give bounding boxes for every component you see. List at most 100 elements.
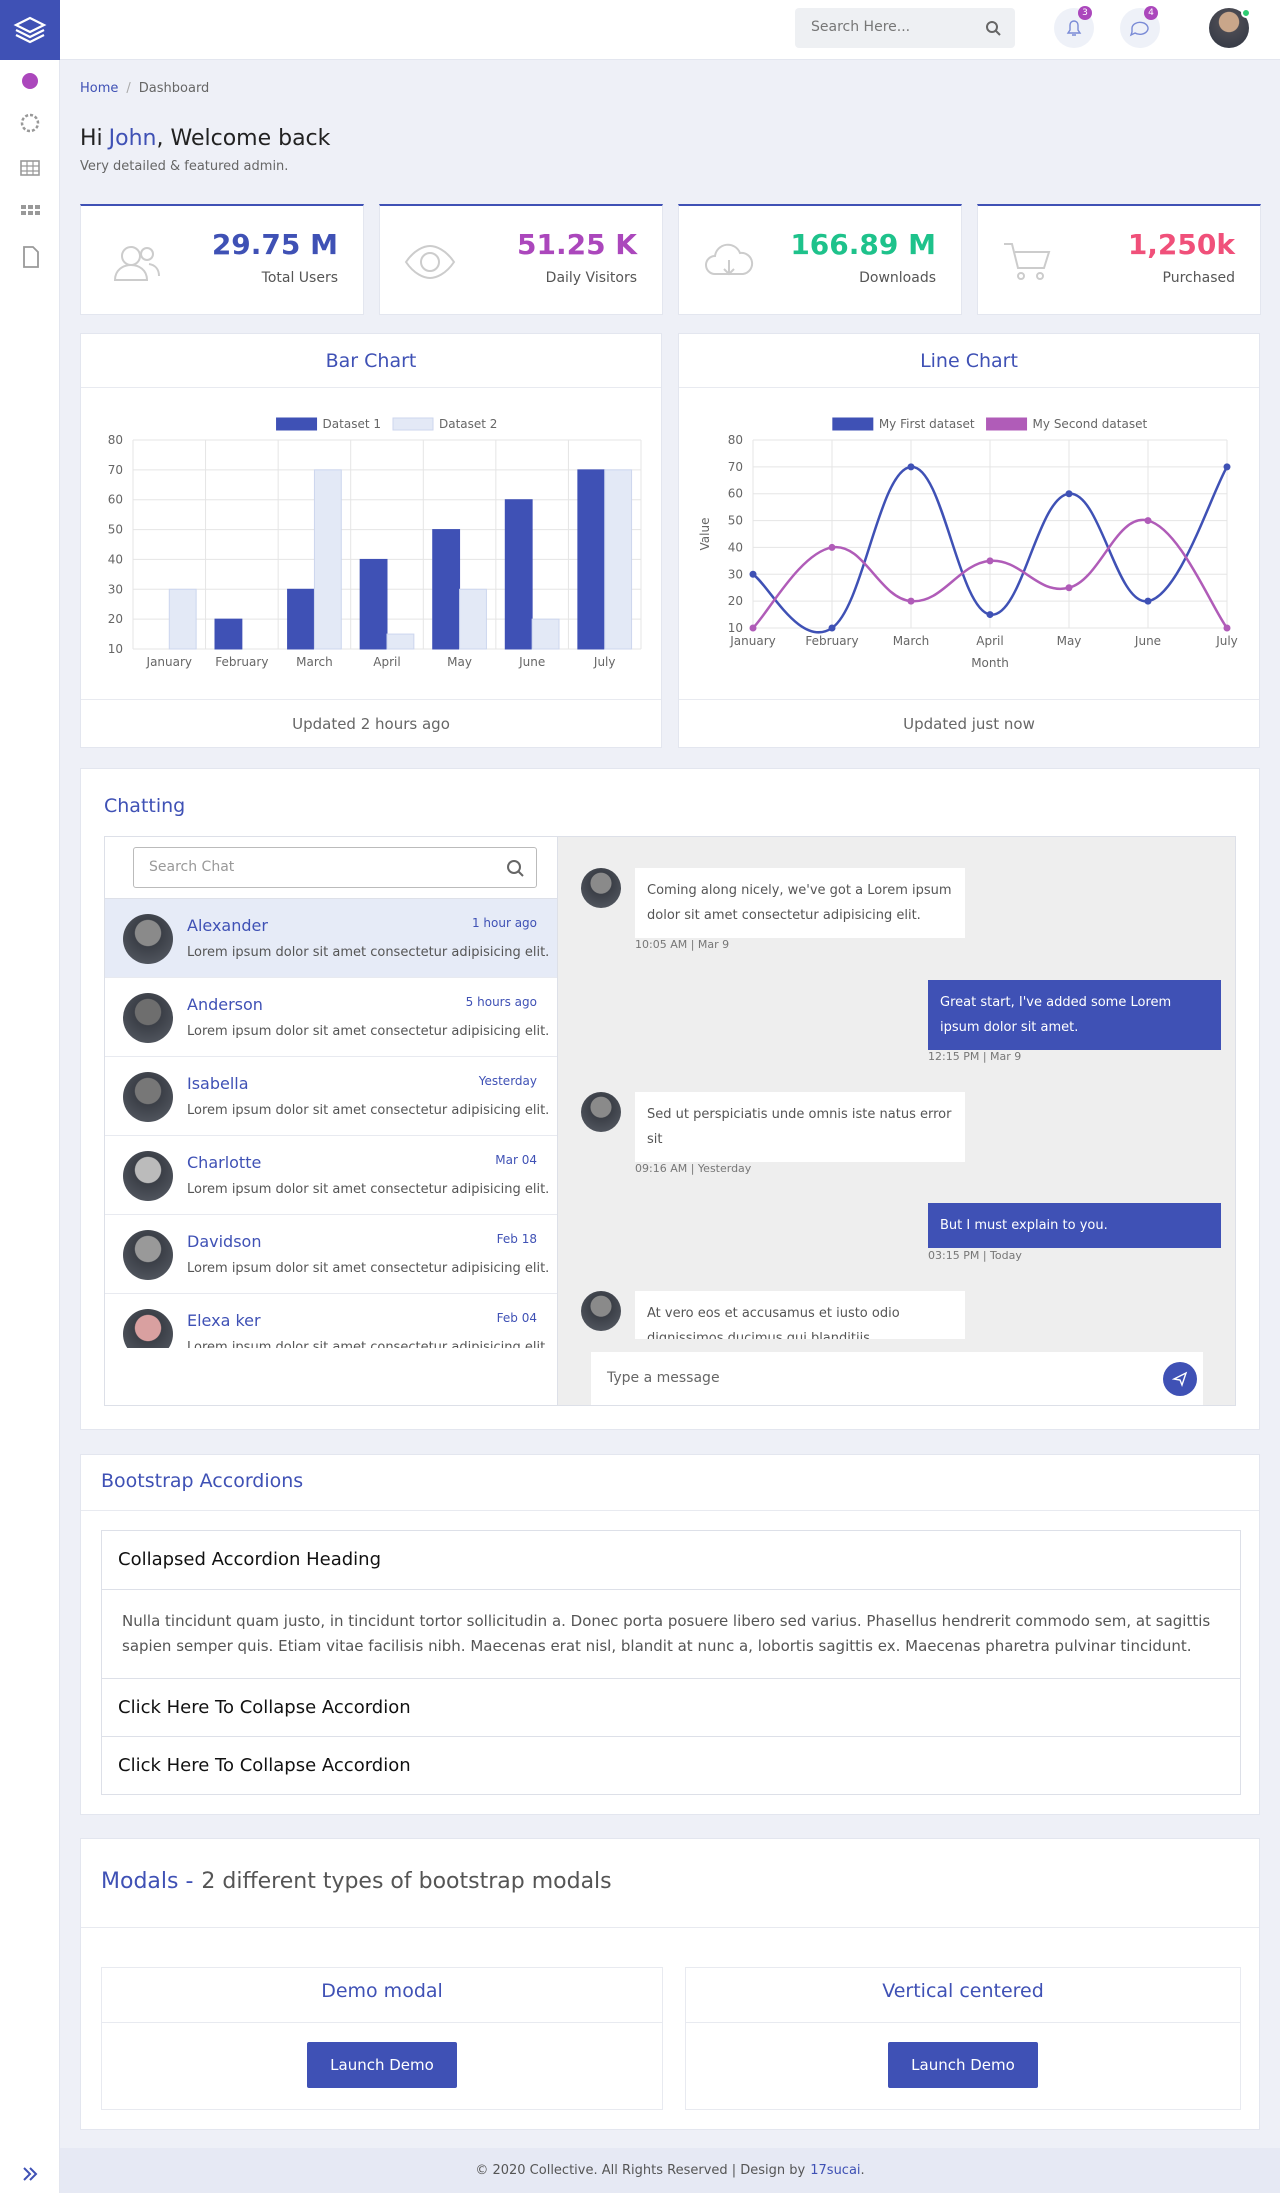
accordion-heading[interactable]: Collapsed Accordion Heading [118,1549,381,1570]
message-time: 10:05 AM | Mar 9 [635,938,730,951]
contact[interactable]: Davidson Feb 18 Lorem ipsum dolor sit amet… [105,1215,557,1294]
logo-icon [13,16,47,44]
message-list: Coming along nicely, we've got a Lorem i… [558,837,1235,1339]
badge: 4 [1144,6,1158,20]
contact-name: Elexa ker [187,1311,261,1330]
bar [577,469,606,650]
contact-time: Yesterday [478,1074,537,1088]
accordion-heading[interactable]: Click Here To Collapse Accordion [102,1736,1240,1794]
chart-title: Line Chart [920,350,1018,372]
launch-button[interactable]: Launch Demo [307,2042,457,2088]
messages-button[interactable]: 4 [1120,6,1160,48]
accordion-body: Nulla tincidunt quam justo, in tincidunt… [102,1589,1240,1678]
stat-label: Downloads [859,270,936,286]
y-tick-label: 30 [728,567,743,581]
chart-title: Bar Chart [325,350,417,372]
stat-icon [113,246,160,281]
x-tick-label: February [215,655,268,669]
accordion: Collapsed Accordion Heading Nulla tincidu… [101,1530,1241,1795]
point [986,557,994,565]
stat-card: 1,250k Purchased [977,204,1261,315]
online-dot [1241,8,1251,18]
stat-value: 29.75 M [211,228,338,261]
logo[interactable] [0,0,60,60]
contact[interactable]: Isabella Yesterday Lorem ipsum dolor sit a… [105,1057,557,1136]
accordion-heading[interactable]: Click Here To Collapse Accordion [102,1678,1240,1736]
y-tick-label: 60 [728,487,743,501]
contact-name: Charlotte [187,1153,262,1172]
footer-link[interactable]: 17sucai [810,2163,861,2178]
breadcrumb: Home / Dashboard [80,81,209,96]
chart: 10 20 30 40 50 60 70 80 January February March Apri… [698,417,1238,670]
legend-swatch [832,417,874,431]
welcome-heading: Hi John, Welcome back [80,126,330,151]
chart-footer: Updated 2 hours ago [292,715,450,733]
search-placeholder: Search Chat [149,859,235,875]
contact-preview: Lorem ipsum dolor sit amet consectetur a… [187,1261,550,1276]
card-title: Chatting [104,795,186,817]
footer-end: . [860,2163,865,2178]
divider [81,1927,1259,1928]
contact[interactable]: Anderson 5 hours ago Lorem ipsum dolor sit… [105,978,557,1057]
point [1223,624,1231,632]
chat-search[interactable]: Search Chat [133,847,537,888]
user-avatar[interactable] [1209,8,1251,48]
x-tick-label: May [447,655,472,669]
notification-button[interactable]: 3 [1054,6,1094,48]
divider [686,2022,1240,2023]
bar [313,469,342,650]
legend-label[interactable]: My First dataset [879,417,975,431]
contact-time: Feb 04 [496,1311,537,1325]
bar [604,469,633,650]
search-box[interactable]: Search Here... [795,8,1015,48]
contact[interactable]: Alexander 1 hour ago Lorem ipsum dolor sit… [105,899,557,978]
bar [168,588,197,650]
point [828,543,836,551]
modal-card: Demo modal Launch Demo [101,1967,663,2110]
welcome-subtitle: Very detailed & featured admin. [80,159,289,174]
stat-icon [404,244,456,280]
contact-preview: Lorem ipsum dolor sit amet consectetur a… [187,945,550,960]
search-placeholder: Search Here... [811,19,911,35]
bar [359,558,388,650]
launch-button[interactable]: Launch Demo [888,2042,1038,2088]
bar [531,618,560,650]
y-tick-label: 40 [728,540,743,554]
sidebar-icons[interactable] [18,70,42,270]
message-time: 09:16 AM | Yesterday [635,1162,752,1175]
conversation: Coming along nicely, we've got a Lorem i… [558,837,1235,1405]
y-tick-label: 70 [108,463,123,477]
chart-card: Bar Chart Updated 2 hours ago 10 20 30 40 50 60… [80,333,662,748]
send-button[interactable] [1163,1362,1197,1396]
message-avatar [581,1291,621,1331]
legend-label[interactable]: Dataset 2 [439,417,497,431]
search-icon [507,860,524,877]
bar [386,633,415,650]
expand-icon[interactable] [20,2164,40,2184]
contact-time: 1 hour ago [471,916,537,930]
x-tick-label: June [1134,634,1161,648]
contact-time: 5 hours ago [465,995,537,1009]
stat-value: 51.25 K [516,228,637,261]
modals-subtitle: 2 different types of bootstrap modals [201,1869,612,1894]
x-tick-label: May [1057,634,1082,648]
stat-icon [705,243,754,276]
breadcrumb-current: Dashboard [138,81,210,96]
contact-name: Alexander [187,916,268,935]
contact[interactable]: Charlotte Mar 04 Lorem ipsum dolor sit ame… [105,1136,557,1215]
message-bubble: At vero eos et accusamus et iusto odio d… [635,1291,965,1339]
contact-name: Davidson [187,1232,262,1251]
card-title: Bootstrap Accordions [101,1470,304,1492]
chart-footer: Updated just now [903,715,1035,733]
message-bubble: Sed ut perspiciatis unde omnis iste natu… [635,1092,965,1162]
welcome-text: , Welcome back [156,126,331,151]
legend-label[interactable]: Dataset 1 [323,417,381,431]
x-tick-label: April [373,655,400,669]
breadcrumb-link[interactable]: Home [80,81,119,96]
contact-avatar [123,1230,173,1280]
greeting: Hi [80,126,103,151]
contact[interactable]: Elexa ker Feb 04 Lorem ipsum dolor sit ame… [105,1294,557,1348]
message-input[interactable]: Type a message [591,1352,1203,1405]
legend-label[interactable]: My Second dataset [1033,417,1148,431]
